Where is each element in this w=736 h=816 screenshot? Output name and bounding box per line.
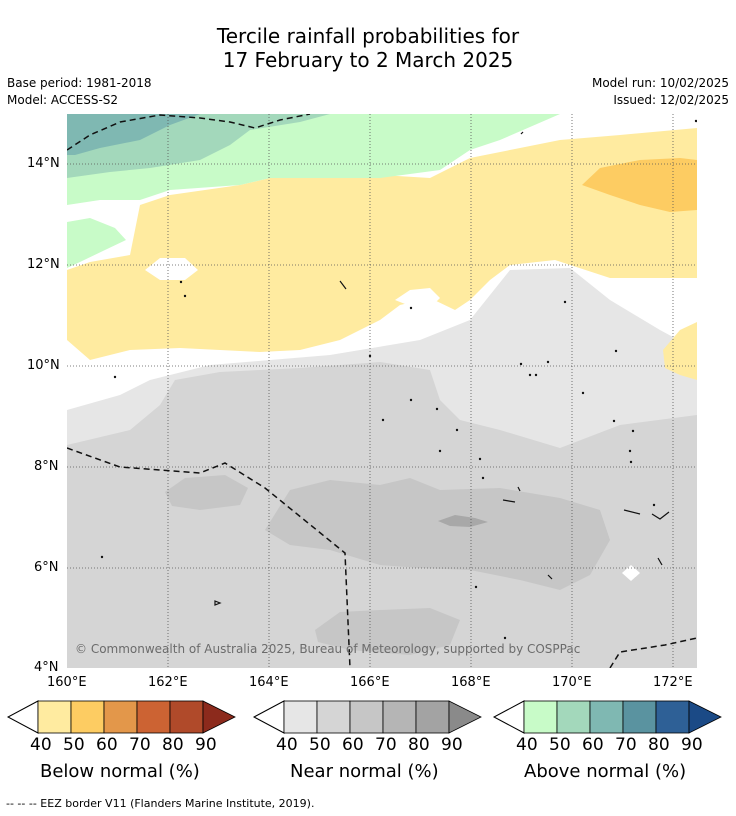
x-tick-172e: 172°E [653,675,693,690]
near-normal-60-region [265,478,610,590]
colorbar-below-tick-50: 50 [63,735,85,755]
near-normal-70-region [438,515,488,527]
colorbar-above-swatch-80 [655,700,690,734]
colorbar-below-arrow-right [202,700,236,734]
colorbar-above [492,700,722,734]
issued-text: Issued: 12/02/2025 [613,93,729,107]
island-dots [100,119,697,640]
colorbar-below-swatch-40 [37,700,72,734]
model-text: Model: ACCESS-S2 [7,93,119,107]
colorbar-below-tick-70: 70 [129,735,151,755]
colorbar-below-swatch-70 [136,700,171,734]
colorbar-above-swatch-50 [556,700,591,734]
colorbar-above-tick-90: 90 [681,735,703,755]
colorbar-near-label: Near normal (%) [290,761,439,782]
y-tick-14n: 14°N [27,156,60,171]
near-normal-60-patch-south [315,608,460,655]
x-tick-164e: 164°E [249,675,289,690]
colorbar-near-swatch-80 [415,700,450,734]
white-gap-west [145,258,198,280]
colorbar-above-arrow-right [688,700,722,734]
map-credit-text: © Commonwealth of Australia 2025, Bureau… [75,642,580,656]
y-tick-6n: 6°N [34,560,59,575]
colorbar-below-swatch-60 [103,700,138,734]
colorbar-above-tick-50: 50 [549,735,571,755]
x-tick-162e: 162°E [148,675,188,690]
colorbar-below-swatch-80 [169,700,204,734]
colorbar-below-arrow-left [6,700,39,734]
colorbar-near-tick-50: 50 [309,735,331,755]
colorbar-above-swatch-60 [589,700,624,734]
y-tick-10n: 10°N [27,358,60,373]
below-normal-50-region [582,158,697,212]
base-period-text: Base period: 1981-2018 [7,76,152,90]
colorbar-above-tick-70: 70 [615,735,637,755]
colorbar-near-tick-40: 40 [276,735,298,755]
colorbar-near-tick-70: 70 [375,735,397,755]
x-tick-166e: 166°E [350,675,390,690]
white-gap-central [395,288,440,306]
colorbar-below-tick-90: 90 [195,735,217,755]
colorbar-above-arrow-left [492,700,525,734]
colorbar-above-tick-80: 80 [648,735,670,755]
colorbar-above-tick-60: 60 [582,735,604,755]
colorbar-above-tick-40: 40 [516,735,538,755]
above-normal-60-region [67,114,200,155]
below-normal-40-patch-east [663,322,697,380]
colorbar-near-swatch-40 [283,700,318,734]
colorbar-below-tick-40: 40 [30,735,52,755]
colorbar-near-arrow-right [448,700,482,734]
colorbar-below-swatch-50 [70,700,105,734]
map-gridlines [67,114,697,668]
x-tick-160e: 160°E [47,675,87,690]
eez-border-lines [67,114,697,668]
colorbar-below [6,700,236,734]
eez-border-legend-footer: -- -- -- EEZ border V11 (Flanders Marine… [6,797,315,810]
y-tick-12n: 12°N [27,257,60,272]
y-tick-8n: 8°N [34,459,59,474]
below-normal-40-region [67,128,697,360]
colorbar-above-swatch-40 [523,700,558,734]
colorbar-near-tick-90: 90 [441,735,463,755]
colorbar-below-tick-60: 60 [96,735,118,755]
x-tick-168e: 168°E [451,675,491,690]
colorbar-below-tick-80: 80 [162,735,184,755]
above-normal-40-patch-west [67,218,126,268]
colorbar-near-swatch-50 [316,700,351,734]
colorbar-near-tick-80: 80 [408,735,430,755]
colorbar-above-label: Above normal (%) [524,761,687,782]
x-tick-170e: 170°E [552,675,592,690]
model-run-text: Model run: 10/02/2025 [591,76,729,90]
colorbar-near-arrow-left [252,700,285,734]
y-tick-4n: 4°N [34,660,59,675]
island-outlines [214,131,670,606]
near-normal-60-patch-west [165,475,248,510]
colorbar-near [252,700,482,734]
map-title-line-1: Tercile rainfall probabilities for [216,24,520,48]
map-title-line-2: 17 February to 2 March 2025 [222,48,514,72]
map-panel: © Commonwealth of Australia 2025, Bureau… [67,114,697,668]
colorbar-near-tick-60: 60 [342,735,364,755]
colorbar-below-label: Below normal (%) [40,761,200,782]
colorbar-near-swatch-60 [349,700,384,734]
colorbar-above-swatch-70 [622,700,657,734]
colorbar-near-swatch-70 [382,700,417,734]
white-diamond-gap [622,565,640,581]
